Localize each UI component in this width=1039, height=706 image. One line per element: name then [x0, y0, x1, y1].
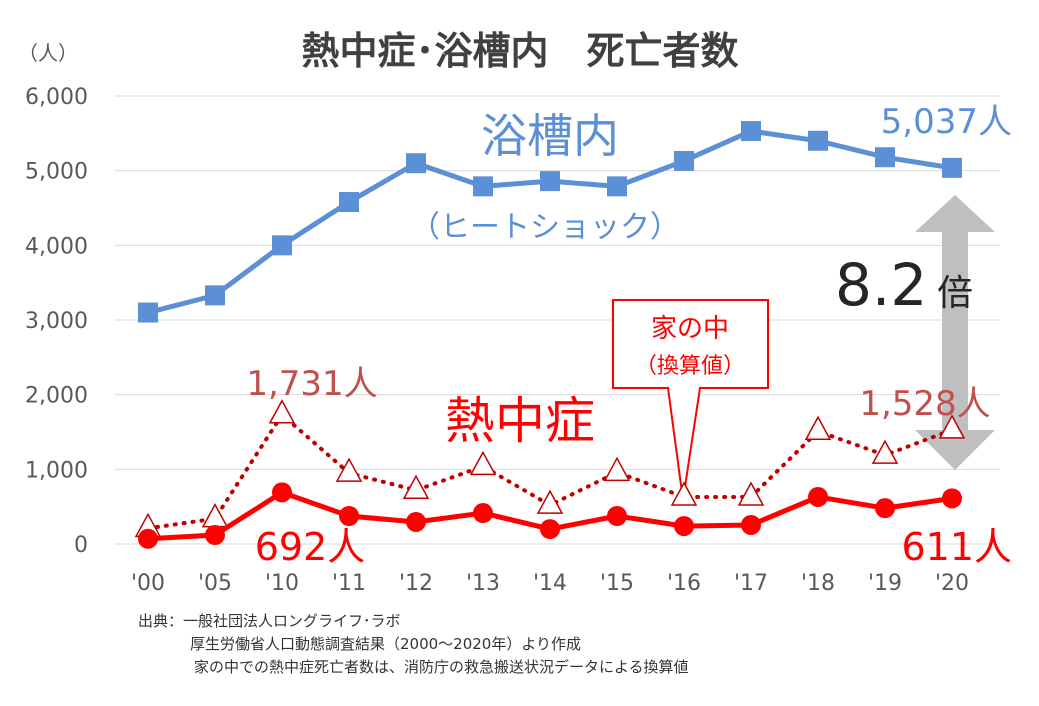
ratio-value: 8.2 [835, 251, 927, 319]
x-tick-label: '16 [667, 571, 701, 596]
data-point-triangle [335, 457, 363, 482]
source-note: 出典：一般社団法人ロングライフ･ラボ [138, 612, 401, 630]
data-point-triangle [670, 481, 698, 506]
data-point-circle [607, 506, 627, 526]
data-point-circle [473, 503, 493, 524]
data-point-square [540, 171, 560, 192]
x-tick-label: '11 [332, 571, 366, 596]
data-point-square [942, 157, 962, 178]
data-point-circle [272, 482, 292, 503]
x-tick-label: '14 [533, 571, 567, 596]
data-point-square [808, 130, 828, 151]
home-last-label: 1,528人 [859, 384, 990, 424]
data-point-circle [942, 488, 962, 509]
data-point-triangle [402, 474, 430, 499]
x-tick-label: '15 [600, 571, 634, 596]
data-point-square [875, 147, 895, 168]
y-tick-label: 2,000 [25, 384, 88, 409]
data-point-square [406, 153, 426, 174]
series-sublabel-bath: （ヒートショック） [410, 210, 680, 245]
data-point-circle [741, 514, 761, 535]
ratio-unit: 倍 [937, 273, 973, 314]
source-note-2: 厚生労働省人口動態調査結果（2000～2020年）より作成 [190, 635, 582, 653]
y-tick-label: 0 [74, 533, 88, 558]
x-tick-label: '10 [265, 571, 299, 596]
data-point-circle [674, 516, 694, 537]
data-point-square [272, 235, 292, 256]
x-tick-label: '18 [801, 571, 835, 596]
data-point-circle [808, 486, 828, 507]
x-tick-label: '20 [935, 571, 969, 596]
data-point-square [674, 150, 694, 171]
y-tick-label: 3,000 [25, 309, 88, 334]
data-point-triangle [603, 456, 631, 482]
home-peak-label: 1,731人 [246, 364, 377, 404]
data-point-triangle [871, 439, 899, 464]
series-label-heat: 熱中症 [445, 392, 595, 450]
y-tick-label: 6,000 [25, 85, 88, 110]
chart-title: 熱中症･浴槽内 死亡者数 [301, 29, 738, 73]
heat-last-label: 611人 [901, 525, 1012, 569]
x-tick-label: '17 [734, 571, 768, 596]
data-point-square [138, 302, 158, 323]
data-point-triangle [938, 414, 966, 439]
bath-last-label: 5,037人 [881, 102, 1012, 142]
data-point-triangle [536, 489, 564, 514]
callout-line1: 家の中 [651, 314, 729, 344]
data-point-square [205, 285, 225, 306]
data-point-circle [138, 528, 158, 549]
series-label-bath: 浴槽内 [481, 109, 619, 163]
data-point-triangle [804, 415, 832, 441]
x-tick-label: '12 [399, 571, 433, 596]
y-tick-label: 1,000 [25, 458, 88, 483]
y-axis-label: （人） [18, 41, 78, 65]
callout-line2: （換算値） [635, 354, 745, 379]
x-tick-label: '05 [198, 571, 232, 596]
data-point-square [741, 121, 761, 142]
y-tick-label: 4,000 [25, 234, 88, 259]
data-point-triangle [469, 450, 497, 476]
data-point-circle [339, 506, 359, 526]
y-tick-label: 5,000 [25, 160, 88, 185]
source-note-3: 家の中での熱中症死亡者数は、消防庁の救急搬送状況データによる換算値 [194, 658, 689, 676]
x-tick-label: '19 [868, 571, 902, 596]
heat-peak-label: 692人 [255, 525, 366, 569]
data-point-circle [540, 519, 560, 540]
data-point-triangle [268, 399, 296, 424]
data-point-square [473, 176, 493, 197]
data-point-circle [406, 511, 426, 532]
data-point-circle [205, 525, 225, 546]
data-point-square [607, 176, 627, 197]
x-tick-label: '00 [131, 571, 165, 596]
x-tick-label: '13 [466, 571, 500, 596]
callout-box [612, 299, 769, 501]
ratio-arrow [915, 195, 995, 470]
data-point-square [339, 192, 359, 213]
data-point-circle [875, 498, 895, 519]
data-point-triangle [737, 481, 765, 506]
